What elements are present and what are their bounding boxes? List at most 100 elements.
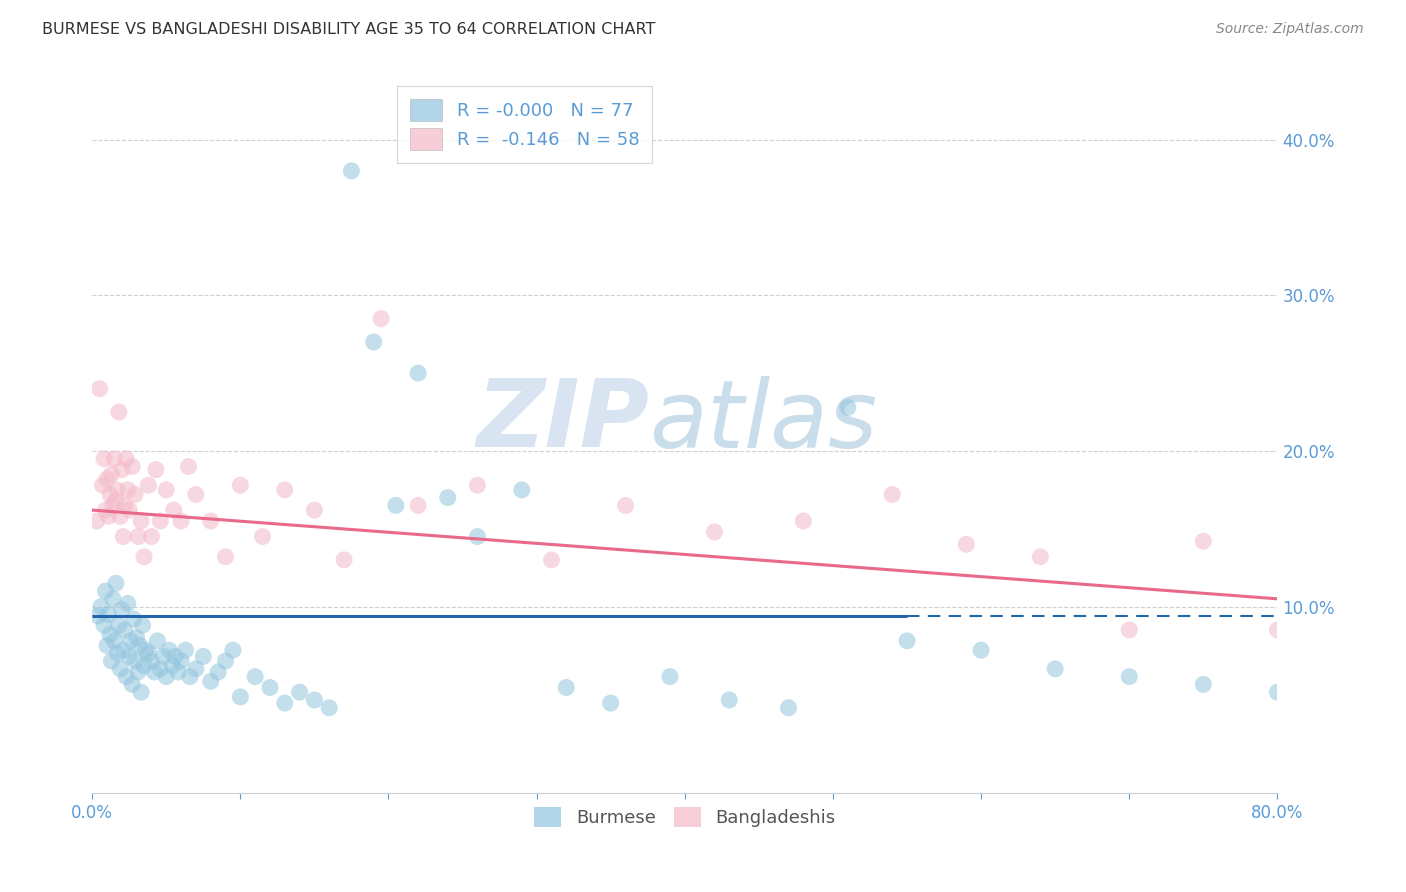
Point	[259, 681, 281, 695]
Point	[167, 665, 190, 679]
Point	[1267, 685, 1289, 699]
Point	[955, 537, 977, 551]
Point	[1192, 677, 1215, 691]
Point	[304, 503, 326, 517]
Point	[837, 401, 859, 415]
Point	[143, 665, 166, 679]
Point	[138, 646, 160, 660]
Point	[91, 478, 114, 492]
Point	[97, 607, 120, 622]
Point	[1118, 670, 1140, 684]
Point	[436, 491, 458, 505]
Point	[252, 530, 274, 544]
Point	[108, 618, 131, 632]
Point	[94, 584, 117, 599]
Text: BURMESE VS BANGLADESHI DISABILITY AGE 35 TO 64 CORRELATION CHART: BURMESE VS BANGLADESHI DISABILITY AGE 35…	[42, 22, 655, 37]
Point	[318, 700, 340, 714]
Point	[1267, 623, 1289, 637]
Point	[111, 462, 134, 476]
Point	[93, 618, 115, 632]
Point	[333, 553, 356, 567]
Point	[184, 662, 207, 676]
Point	[96, 472, 118, 486]
Text: atlas: atlas	[650, 376, 877, 467]
Point	[200, 674, 222, 689]
Point	[96, 639, 118, 653]
Point	[467, 478, 489, 492]
Point	[118, 649, 141, 664]
Point	[214, 654, 236, 668]
Point	[121, 459, 143, 474]
Point	[138, 478, 160, 492]
Point	[370, 311, 392, 326]
Point	[177, 459, 200, 474]
Point	[157, 643, 180, 657]
Point	[1043, 662, 1066, 676]
Point	[163, 503, 186, 517]
Point	[174, 643, 197, 657]
Point	[896, 633, 918, 648]
Point	[555, 681, 578, 695]
Point	[540, 553, 562, 567]
Point	[101, 591, 124, 606]
Point	[274, 483, 297, 497]
Point	[152, 649, 174, 664]
Point	[778, 700, 800, 714]
Point	[101, 499, 124, 513]
Point	[105, 483, 128, 497]
Point	[1310, 618, 1333, 632]
Point	[970, 643, 993, 657]
Point	[1118, 623, 1140, 637]
Point	[141, 530, 163, 544]
Point	[718, 693, 741, 707]
Point	[149, 662, 172, 676]
Point	[141, 654, 163, 668]
Point	[128, 639, 150, 653]
Point	[222, 643, 245, 657]
Point	[127, 530, 149, 544]
Point	[792, 514, 814, 528]
Point	[243, 670, 266, 684]
Point	[145, 462, 167, 476]
Point	[122, 612, 145, 626]
Point	[87, 609, 110, 624]
Point	[100, 467, 122, 482]
Point	[406, 499, 429, 513]
Point	[659, 670, 682, 684]
Point	[121, 677, 143, 691]
Point	[129, 685, 152, 699]
Point	[97, 509, 120, 524]
Point	[114, 499, 136, 513]
Point	[614, 499, 637, 513]
Point	[170, 514, 193, 528]
Point	[86, 514, 108, 528]
Point	[124, 487, 146, 501]
Point	[160, 658, 183, 673]
Point	[510, 483, 533, 497]
Point	[117, 483, 139, 497]
Point	[132, 658, 155, 673]
Text: ZIP: ZIP	[477, 375, 650, 467]
Point	[108, 405, 131, 419]
Point	[1340, 627, 1362, 641]
Point	[229, 478, 252, 492]
Point	[165, 649, 187, 664]
Point	[117, 597, 139, 611]
Point	[304, 693, 326, 707]
Point	[363, 334, 385, 349]
Point	[703, 524, 725, 539]
Point	[132, 549, 155, 564]
Point	[110, 509, 132, 524]
Point	[120, 633, 142, 648]
Point	[93, 451, 115, 466]
Point	[112, 530, 135, 544]
Point	[98, 487, 121, 501]
Point	[179, 670, 201, 684]
Point	[207, 665, 229, 679]
Point	[1192, 534, 1215, 549]
Point	[104, 493, 127, 508]
Point	[170, 654, 193, 668]
Point	[114, 623, 136, 637]
Point	[155, 670, 177, 684]
Legend: Burmese, Bangladeshis: Burmese, Bangladeshis	[527, 800, 842, 834]
